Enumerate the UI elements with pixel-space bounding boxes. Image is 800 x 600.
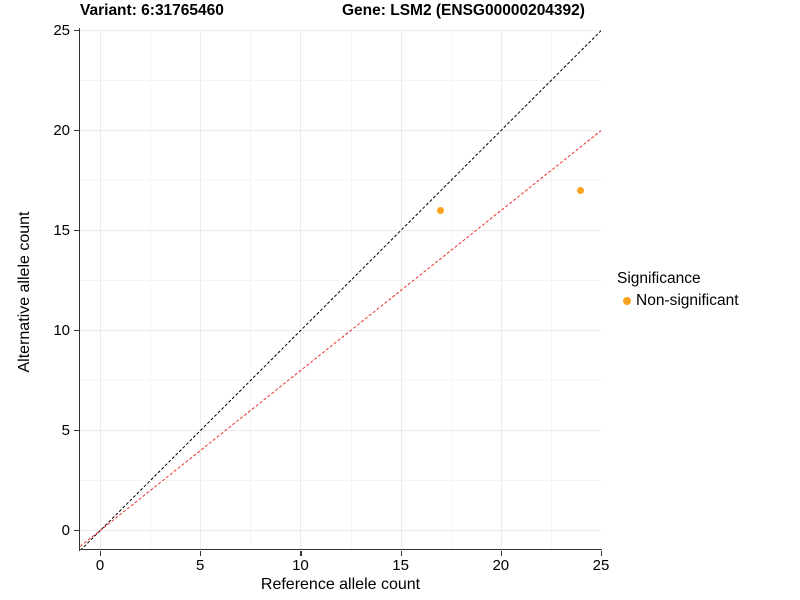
gridline-horizontal (80, 80, 601, 81)
data-point (577, 186, 585, 194)
gridline-horizontal (80, 480, 601, 481)
gridline-vertical (550, 30, 552, 550)
gridline-vertical (400, 30, 402, 550)
x-tick (400, 551, 402, 556)
x-axis-title: Reference allele count (260, 576, 421, 593)
y-tick (74, 530, 79, 532)
y-tick-label: 15 (53, 222, 70, 239)
gridline-vertical (300, 30, 302, 550)
x-tick-label: 10 (292, 557, 309, 574)
x-tick-label: 5 (196, 557, 205, 574)
legend-entry[interactable]: Non-significant (617, 291, 797, 310)
gridline-vertical (250, 30, 252, 550)
gridline-horizontal (80, 130, 601, 131)
x-tick-label: 20 (492, 557, 510, 574)
gridline-horizontal (80, 530, 601, 531)
y-tick (74, 330, 79, 332)
gridline-horizontal (80, 180, 601, 181)
y-axis-line (79, 28, 81, 551)
plot-panel (80, 30, 601, 550)
x-tick-label: 25 (592, 557, 610, 574)
gridline-vertical (150, 30, 152, 550)
legend: Significance Non-significant (617, 270, 797, 310)
gridline-horizontal (80, 330, 601, 331)
legend-key (617, 291, 636, 310)
y-tick (74, 430, 79, 432)
x-tick (500, 551, 502, 556)
y-tick-label: 0 (61, 522, 70, 539)
data-point (437, 206, 445, 214)
gridline-horizontal (80, 30, 601, 31)
x-axis-line (79, 549, 602, 551)
y-tick-label: 20 (53, 122, 70, 139)
gridline-horizontal (80, 230, 601, 231)
reference-line-expected-ratio (80, 130, 601, 547)
x-tick (200, 551, 202, 556)
reference-line-identity (80, 30, 601, 550)
gridline-vertical (200, 30, 202, 550)
gridline-vertical (350, 30, 352, 550)
y-axis-tick-labels: 0 5 10 15 20 25 (0, 0, 70, 600)
x-tick-label: 0 (95, 557, 105, 574)
legend-dot-icon (622, 296, 631, 305)
gridline-vertical (100, 30, 102, 550)
y-tick-label: 25 (53, 22, 70, 39)
gridline-vertical (500, 30, 502, 550)
y-tick (74, 30, 79, 32)
y-tick-label: 5 (61, 422, 70, 439)
gridline-horizontal (80, 280, 601, 281)
legend-title: Significance (617, 270, 701, 287)
x-tick (100, 551, 102, 556)
gridline-vertical (450, 30, 452, 550)
legend-label: Non-significant (636, 292, 739, 309)
plot-title: Variant: 6:31765460 Gene: LSM2 (ENSG0000… (80, 2, 602, 24)
x-tick (601, 551, 603, 556)
gridline-horizontal (80, 430, 601, 431)
x-tick-label: 15 (392, 557, 409, 574)
y-tick-label: 10 (53, 322, 70, 339)
x-tick (300, 551, 302, 556)
legend-entries: Non-significant (617, 291, 797, 310)
variant-title: Variant: 6:31765460 (80, 2, 224, 19)
gene-title: Gene: LSM2 (ENSG00000204392) (342, 2, 585, 19)
y-axis-title: Alternative allele count (16, 211, 33, 373)
gridline-horizontal (80, 380, 601, 381)
y-tick (74, 230, 79, 232)
y-tick (74, 130, 79, 132)
